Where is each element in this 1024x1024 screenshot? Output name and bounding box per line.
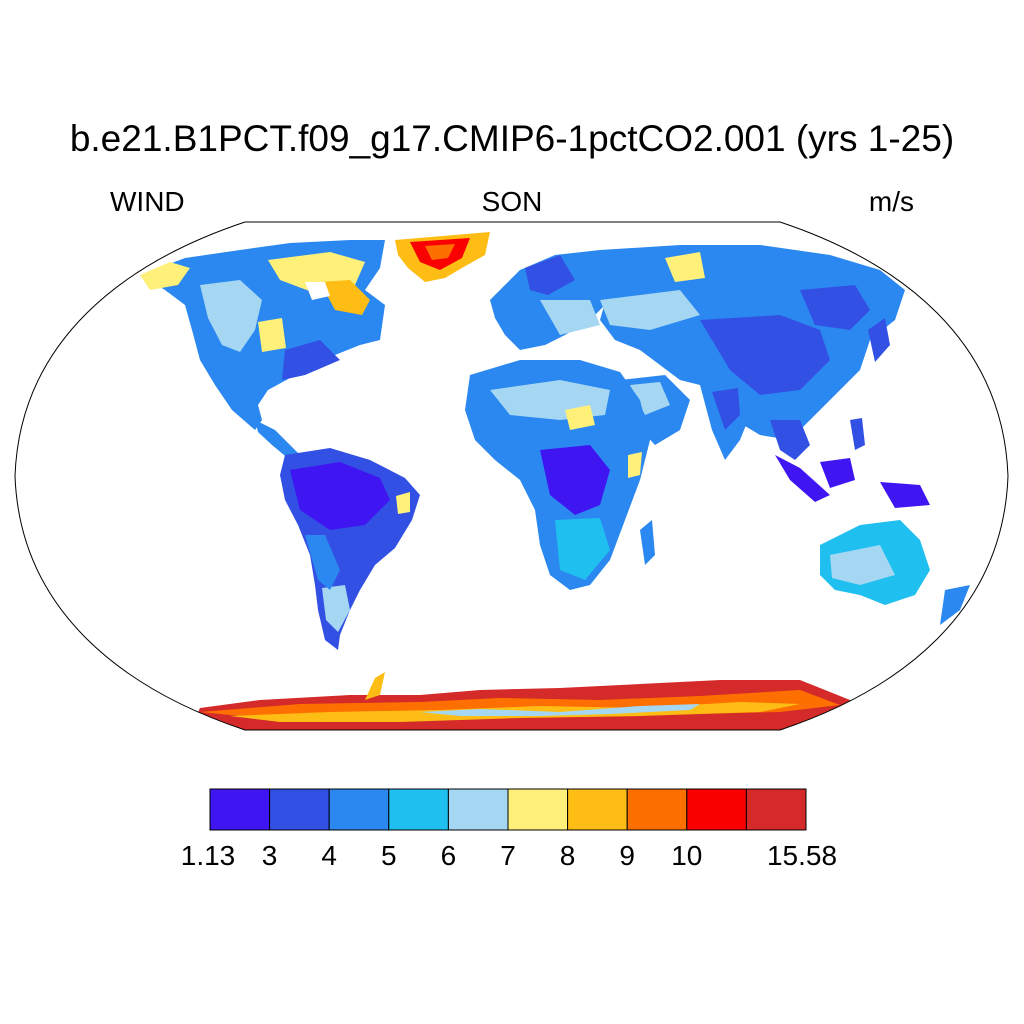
central-africa-core bbox=[540, 445, 610, 515]
antarctic-peninsula bbox=[365, 672, 385, 700]
land-layer bbox=[140, 232, 970, 730]
globe-outline bbox=[14, 221, 1009, 731]
north-america-plains-yellow bbox=[258, 318, 286, 352]
siberia-yellow bbox=[665, 252, 705, 282]
east-africa-yellow bbox=[628, 452, 642, 478]
colorbar-tick-label: 4 bbox=[321, 840, 337, 871]
antarctica-lightblue-streak bbox=[420, 704, 700, 716]
colorbar-tick-label: 6 bbox=[440, 840, 457, 871]
arabia-lightblue bbox=[630, 382, 670, 415]
colorbar-swatch bbox=[686, 788, 747, 831]
variable-label: WIND bbox=[110, 186, 185, 217]
patagonia-lightblue bbox=[322, 585, 350, 632]
colorbar bbox=[209, 788, 807, 831]
colorbar-swatch bbox=[626, 788, 688, 831]
amazon-core bbox=[290, 462, 390, 530]
east-asia-dark bbox=[800, 285, 870, 330]
japan bbox=[868, 318, 890, 362]
plot-title: b.e21.B1PCT.f09_g17.CMIP6-1pctCO2.001 (y… bbox=[69, 118, 955, 159]
greenland-peak bbox=[425, 244, 455, 260]
colorbar-tick-label: 9 bbox=[619, 840, 635, 871]
colorbar-tick-label: 8 bbox=[559, 840, 576, 871]
central-asia-blue bbox=[700, 315, 830, 395]
sahara-yellow bbox=[565, 405, 595, 430]
hudson-bay-orange bbox=[320, 280, 370, 315]
philippines bbox=[850, 418, 865, 450]
colorbar-swatch bbox=[388, 788, 449, 831]
sumatra bbox=[775, 455, 830, 502]
europe-lightblue bbox=[540, 300, 600, 335]
india-core bbox=[712, 388, 740, 430]
borneo bbox=[820, 458, 855, 488]
asia-steppe-lightblue bbox=[600, 290, 700, 330]
alaska-yellow bbox=[140, 262, 190, 290]
colorbar-swatch bbox=[507, 788, 569, 831]
australia-interior bbox=[830, 545, 895, 585]
colorbar-swatch bbox=[447, 788, 509, 831]
colorbar-swatch bbox=[567, 788, 628, 831]
colorbar-tick-label: 5 bbox=[381, 840, 397, 871]
season-label: SON bbox=[481, 186, 543, 217]
colorbar-tick-label: 15.58 bbox=[766, 840, 838, 871]
north-america-rockies bbox=[200, 280, 262, 352]
east-us-blue bbox=[282, 340, 340, 380]
new-zealand bbox=[940, 585, 970, 625]
central-america bbox=[255, 420, 300, 460]
hudson-bay-hole bbox=[305, 282, 330, 300]
se-asia bbox=[770, 420, 810, 460]
colorbar-tick-label: 10 bbox=[671, 840, 703, 871]
colorbar-swatch bbox=[328, 788, 390, 831]
colorbar-tick-label: 7 bbox=[500, 840, 516, 871]
andes-mid bbox=[305, 535, 340, 590]
scandinavia bbox=[525, 255, 575, 295]
units-label: m/s bbox=[868, 186, 914, 217]
colorbar-swatch bbox=[269, 788, 330, 831]
madagascar bbox=[640, 520, 655, 565]
southern-africa-mid bbox=[555, 518, 610, 580]
new-guinea bbox=[880, 482, 930, 508]
colorbar-tick-label: 3 bbox=[261, 840, 278, 871]
colorbar-swatch bbox=[745, 788, 807, 831]
colorbar-tick-label: 1.13 bbox=[180, 840, 236, 871]
brazil-east-yellow bbox=[396, 492, 410, 514]
colorbar-swatch bbox=[209, 788, 271, 831]
